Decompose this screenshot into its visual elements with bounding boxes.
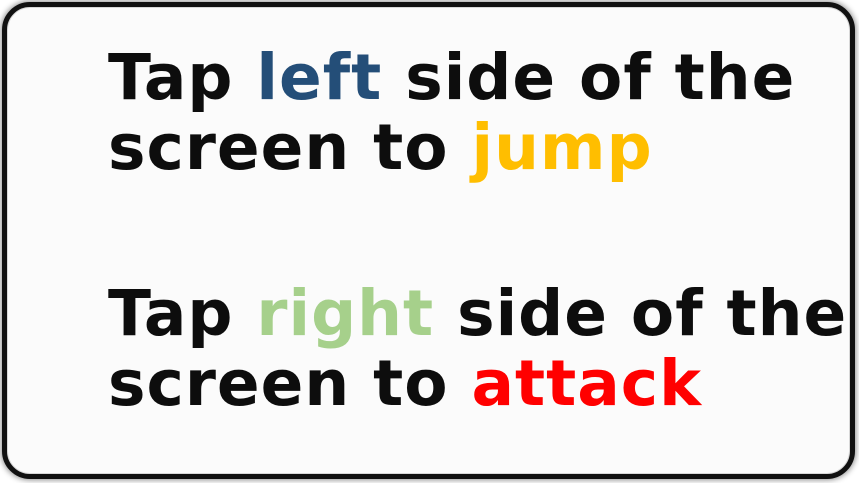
keyword-jump: jump (471, 111, 653, 184)
jump-instruction-prefix: Tap (108, 41, 257, 114)
jump-instruction-line-1: Tap left side of the (108, 43, 828, 113)
jump-instruction-suffix: screen to (108, 111, 472, 184)
jump-instruction-line-2: screen to jump (108, 113, 828, 183)
instruction-spacer (108, 183, 828, 279)
instructions-text-block: Tap left side of the screen to jump Tap … (108, 43, 846, 419)
attack-instruction-line-1: Tap right side of the (108, 277, 846, 350)
attack-instruction-prefix: Tap (108, 277, 257, 350)
attack-instruction-line-2: screen to attack (108, 349, 828, 419)
keyword-attack: attack (471, 347, 702, 420)
attack-instruction-suffix: screen to (108, 347, 472, 420)
jump-instruction-middle: side of the (382, 41, 796, 114)
keyword-left: left (256, 41, 383, 114)
keyword-right: right (256, 277, 435, 350)
attack-instruction-middle: side of the (434, 277, 848, 350)
